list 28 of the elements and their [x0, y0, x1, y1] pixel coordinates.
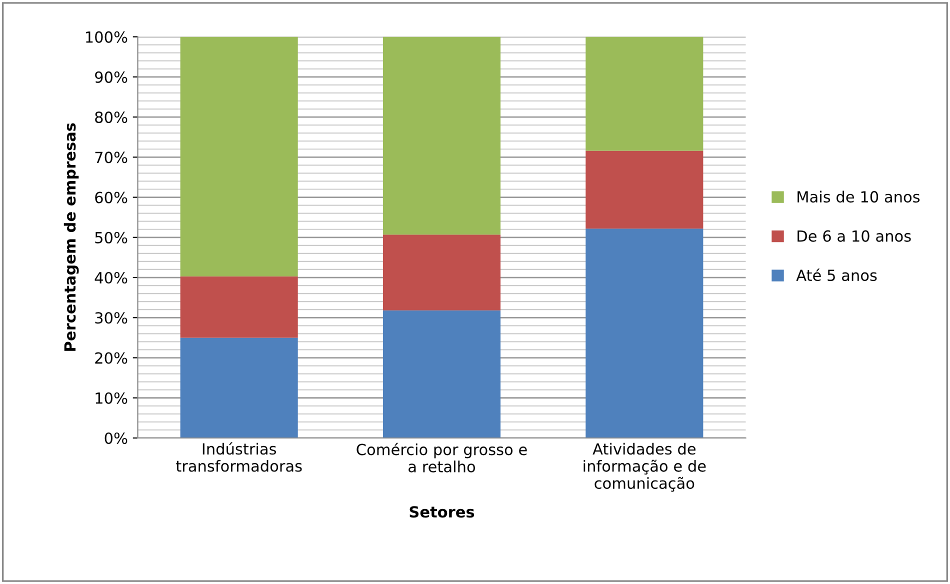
bar [586, 228, 704, 438]
y-tick-label: 10% [96, 392, 128, 404]
y-tick-label: 70% [95, 152, 128, 164]
legend-label: De 6 a 10 anos [798, 230, 911, 242]
legend-label: Até 5 anos [796, 268, 877, 282]
y-tick-label: 60% [95, 192, 128, 204]
y-tick-label: 20% [95, 352, 128, 364]
y-tick-label: 50% [95, 232, 128, 244]
bar [586, 150, 704, 229]
y-tick-label: 100% [86, 31, 128, 43]
bar [180, 276, 298, 338]
bar [382, 36, 501, 235]
legend-label: Mais de 10 anos [798, 190, 920, 203]
bar [180, 36, 298, 276]
y-tick-label: 40% [94, 272, 128, 284]
bar [586, 36, 704, 151]
bar [382, 234, 501, 310]
x-tick-label: Atividades de informação e de comunicação [584, 442, 706, 492]
y-tick-label: 30% [95, 312, 128, 324]
x-tick-label: Indústrias transformadoras [176, 442, 302, 472]
x-axis-title: Setores [410, 506, 474, 518]
y-tick-label: 90% [95, 71, 128, 83]
y-axis-title: Percentagem de empresas [64, 123, 79, 351]
y-tick-label: 0% [104, 432, 128, 444]
bar [180, 338, 298, 438]
y-tick-label: 80% [95, 112, 128, 124]
bar [382, 310, 501, 438]
x-tick-label: Comércio por grosso e a retalho [356, 442, 527, 472]
